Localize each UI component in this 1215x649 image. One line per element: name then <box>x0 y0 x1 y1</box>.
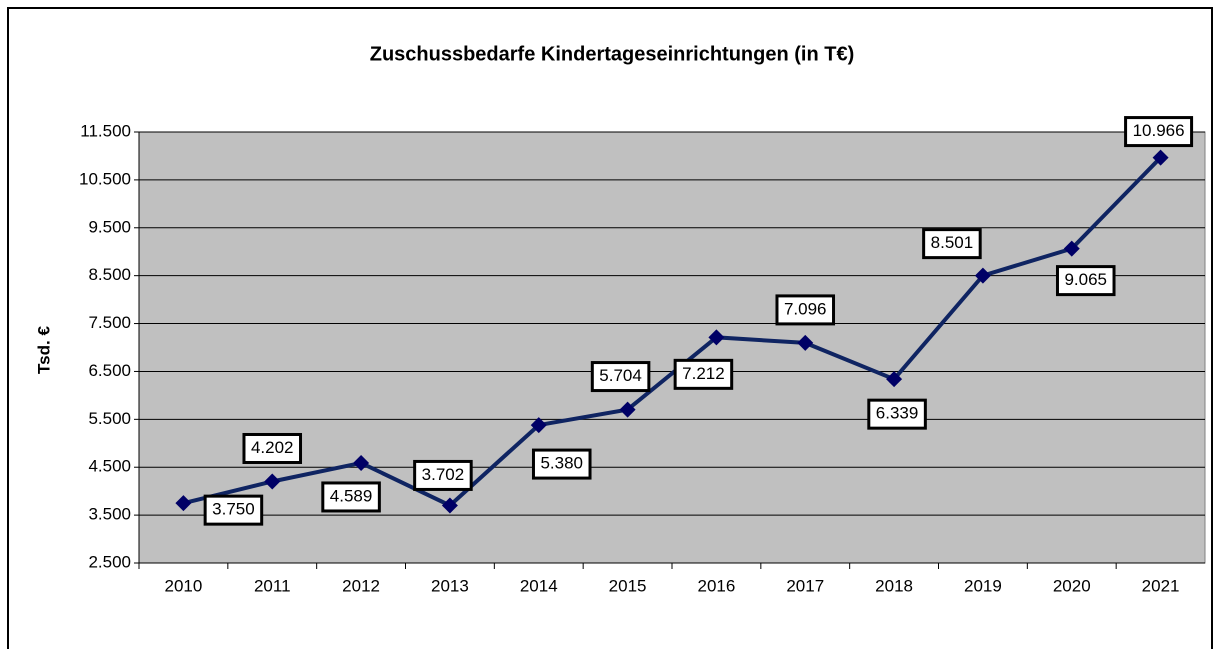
data-label-box <box>1055 265 1116 297</box>
y-tick-label: 11.500 <box>80 121 131 140</box>
y-tick-label: 8.500 <box>88 265 131 284</box>
x-tick-label: 2015 <box>609 576 647 595</box>
data-label-box <box>242 432 303 464</box>
x-tick-label: 2010 <box>165 576 203 595</box>
y-tick-label: 9.500 <box>88 217 131 236</box>
x-tick-label: 2014 <box>520 576 558 595</box>
data-label: 3.702 <box>422 465 465 484</box>
data-label: 9.065 <box>1064 270 1107 289</box>
data-label: 5.704 <box>599 366 642 385</box>
chart-title: Zuschussbedarfe Kindertageseinrichtungen… <box>370 43 855 65</box>
x-tick-label: 2017 <box>786 576 824 595</box>
marker <box>175 495 192 512</box>
x-tick-label: 2021 <box>1142 576 1180 595</box>
marker <box>619 401 636 418</box>
marker <box>797 334 814 351</box>
marker <box>886 371 903 388</box>
marker <box>264 473 281 490</box>
y-tick-label: 5.500 <box>88 409 131 428</box>
frame <box>7 7 1213 649</box>
marker <box>530 417 547 434</box>
marker <box>441 497 458 514</box>
plot-area <box>138 131 1206 564</box>
data-label-box <box>775 294 836 326</box>
x-tick-label: 2013 <box>431 576 469 595</box>
data-label: 4.589 <box>330 486 373 505</box>
x-tick-label: 2011 <box>254 576 291 595</box>
data-label-box <box>203 494 264 526</box>
data-label: 3.750 <box>212 500 255 519</box>
data-label-box <box>867 398 927 430</box>
data-label-box <box>1124 116 1194 148</box>
data-label-box <box>922 228 982 260</box>
marker <box>1152 149 1169 166</box>
line <box>182 156 1163 508</box>
data-label: 8.501 <box>931 233 974 252</box>
marker <box>974 267 991 284</box>
data-label: 4.202 <box>251 438 294 457</box>
y-tick-label: 6.500 <box>88 361 131 380</box>
data-label-box <box>590 361 651 393</box>
marker <box>1063 240 1080 257</box>
x-tick-label: 2018 <box>875 576 913 595</box>
y-tick-label: 7.500 <box>88 313 131 332</box>
y-axis-label: Tsd. € <box>34 326 53 374</box>
data-label-box <box>413 459 473 491</box>
x-tick-label: 2020 <box>1053 576 1091 595</box>
data-label: 7.212 <box>682 364 725 383</box>
data-label: 6.339 <box>876 404 919 423</box>
data-label-box <box>321 481 381 513</box>
y-tick-label: 4.500 <box>88 457 131 476</box>
data-label: 10.966 <box>1133 121 1185 140</box>
data-label-box <box>673 358 734 390</box>
y-tick-label: 3.500 <box>88 505 131 524</box>
data-label: 7.096 <box>784 299 827 318</box>
marker <box>708 329 725 346</box>
y-tick-label: 10.500 <box>79 169 131 188</box>
x-tick-label: 2012 <box>342 576 380 595</box>
data-label: 5.380 <box>540 454 583 473</box>
x-tick-label: 2019 <box>964 576 1002 595</box>
data-label-box <box>531 448 592 480</box>
x-tick-label: 2016 <box>698 576 736 595</box>
marker <box>353 454 370 471</box>
y-tick-label: 2.500 <box>88 552 131 571</box>
